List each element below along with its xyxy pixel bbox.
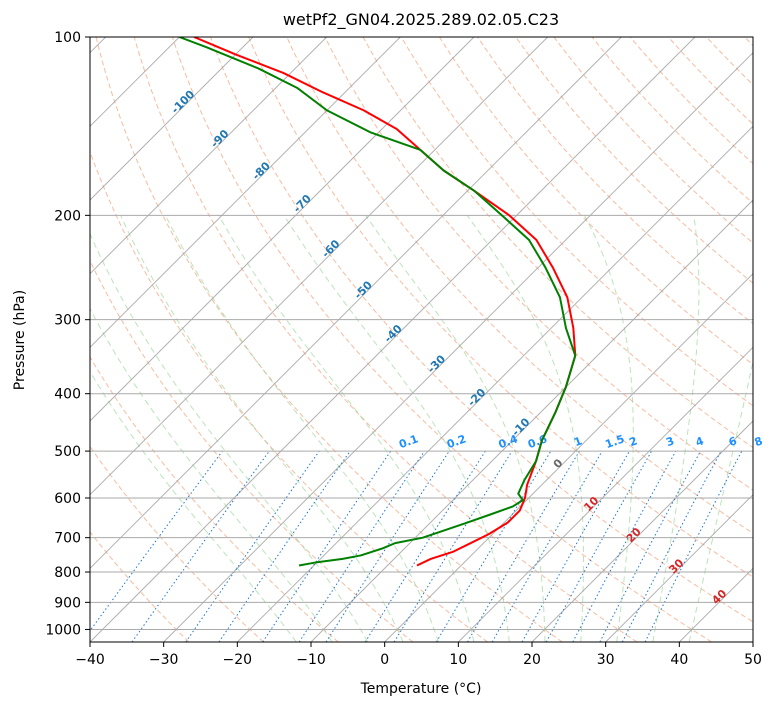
isotherm-line [384, 272, 753, 642]
mixing-ratio-line [131, 450, 270, 642]
dry-adiabat [171, 37, 712, 642]
x-tick-label: 50 [744, 652, 762, 668]
isotherm-line [90, 37, 549, 496]
isotherm-line [90, 37, 401, 349]
axis-layer: −40 −30 −20 −10 0 10 20 30 40 5010020030040050060… [45, 30, 762, 668]
x-tick-label: −20 [223, 652, 253, 668]
mixing-ratio-line [644, 450, 743, 642]
mixing-ratio-line [393, 450, 513, 642]
mixing-ratio-label: 4 [694, 434, 706, 449]
dry-adiabat [133, 37, 638, 642]
mixing-ratio-line [218, 450, 351, 642]
dry-adiabat [90, 356, 339, 642]
dry-adiabat [95, 37, 563, 642]
isotherm-line [236, 125, 753, 642]
isotherm-line [90, 37, 696, 642]
plot-frame [89, 36, 754, 643]
moist-adiabat [652, 215, 700, 642]
moist-adiabat [466, 215, 584, 642]
x-tick-label: 0 [380, 652, 389, 668]
dewpoint-profile-line [178, 37, 577, 567]
x-tick-label: 40 [670, 652, 688, 668]
mixing-ratio-line [545, 450, 653, 642]
dry-adiabat [324, 37, 753, 491]
y-tick-label: 500 [54, 444, 81, 460]
y-axis-label: Pressure (hPa) [12, 290, 28, 390]
mixing-ratio-label: 6 [727, 434, 739, 449]
isotherm-line [163, 51, 753, 642]
isotherm-line [90, 37, 475, 422]
mixing-ratio-line [572, 450, 677, 642]
y-tick-label: 200 [54, 208, 81, 224]
moist-adiabat [90, 307, 333, 642]
isotherm-line [90, 37, 622, 570]
mixing-ratio-label: 2 [627, 434, 639, 449]
chart-title: wetPf2_GN04.2025.289.02.05.C23 [283, 10, 559, 30]
mixing-ratio-label: 0.2 [445, 432, 468, 451]
x-tick-label: 10 [449, 652, 467, 668]
mixing-ratio-label: 0.4 [497, 432, 520, 451]
mixing-ratio-line [262, 450, 392, 642]
dry-adiabat [90, 150, 488, 642]
mixing-ratio-line [521, 450, 630, 642]
x-tick-label: −30 [149, 652, 179, 668]
moist-adiabat [584, 215, 634, 642]
isotherm-line [457, 346, 753, 642]
mixing-ratio-line [298, 450, 425, 642]
y-tick-label: 100 [54, 30, 81, 46]
x-tick-label: 30 [597, 652, 615, 668]
dry-adiabat [439, 37, 753, 366]
isotherm-line [90, 37, 328, 275]
y-tick-label: 300 [54, 313, 81, 329]
dry-adiabat [400, 37, 753, 407]
isotherm-line [531, 420, 753, 642]
isotherm-line [90, 37, 254, 201]
dry-adiabat [515, 37, 753, 284]
y-tick-label: 800 [54, 565, 81, 581]
mixing-ratio-labels: 0.10.20.40.611.52346810131620253036 [397, 432, 775, 451]
moist-adiabat [90, 370, 297, 642]
mixing-ratio-label: 1.5 [604, 432, 627, 451]
grid-layer [90, 37, 753, 642]
dry-adiabat [90, 445, 264, 642]
mixing-ratio-label: 3 [664, 434, 676, 449]
y-tick-label: 700 [54, 531, 81, 547]
moist-adiabat [120, 215, 404, 642]
x-tick-label: −10 [296, 652, 326, 668]
isotherm-line [605, 493, 753, 642]
y-tick-label: 600 [54, 491, 81, 507]
mixing-ratio-label: 8 [753, 434, 765, 449]
temperature-profile-line [193, 37, 577, 567]
dry-adiabat [248, 37, 753, 578]
moist-adiabat [365, 215, 546, 642]
dry-adiabat [90, 531, 190, 642]
isotherm-line [310, 199, 753, 642]
moist-adiabat [283, 215, 510, 642]
x-axis-label: Temperature (°C) [360, 681, 482, 697]
y-tick-label: 1000 [45, 622, 81, 638]
moist-adiabat [90, 232, 369, 642]
dry-adiabat [210, 37, 753, 623]
moist-adiabat [218, 215, 475, 642]
x-tick-label: −40 [75, 652, 105, 668]
mixing-ratio-line [325, 450, 450, 642]
y-tick-label: 400 [54, 387, 81, 403]
y-tick-label: 900 [54, 595, 81, 611]
mixing-ratio-label: 0.1 [397, 432, 420, 451]
series-layer [178, 37, 577, 567]
mixing-ratio-line [185, 450, 320, 642]
x-tick-label: 20 [523, 652, 541, 668]
mixing-ratio-line [90, 450, 223, 632]
mixing-ratio-label: 1 [572, 434, 584, 449]
